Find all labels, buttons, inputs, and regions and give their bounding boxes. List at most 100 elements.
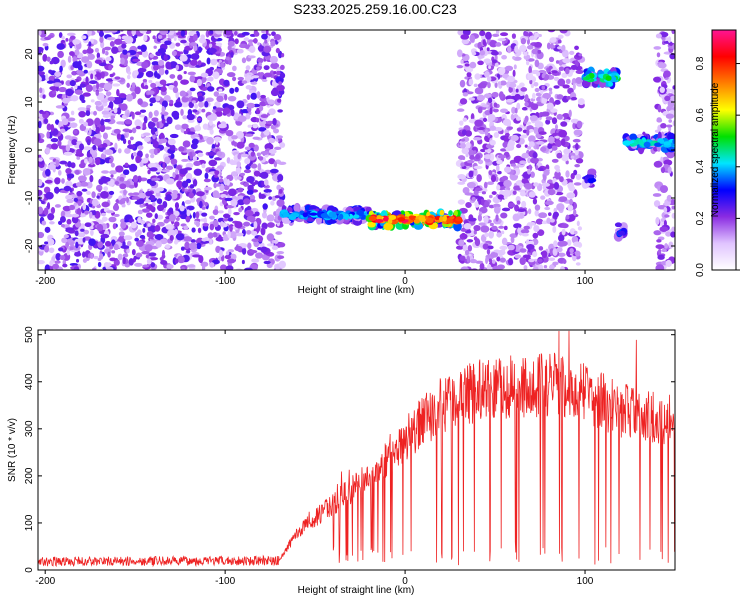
noise-cell	[137, 209, 143, 215]
noise-cell	[237, 199, 246, 206]
noise-cell	[656, 118, 663, 123]
spectrogram-y-label: Frequency (Hz)	[7, 116, 18, 185]
noise-cell	[574, 45, 579, 51]
signal-cell	[608, 81, 613, 87]
noise-cell	[263, 45, 272, 53]
noise-cell	[457, 181, 466, 185]
noise-cell	[38, 231, 45, 239]
noise-cell	[525, 60, 530, 66]
x-tick-label: 0	[402, 276, 408, 287]
noise-cell	[103, 107, 112, 111]
y-tick-label: -10	[24, 190, 35, 205]
noise-cell	[266, 222, 275, 228]
noise-cell	[136, 240, 144, 247]
noise-cell	[476, 94, 485, 101]
noise-cell	[281, 52, 285, 58]
noise-cell	[192, 109, 198, 113]
noise-cell	[552, 261, 559, 266]
noise-cell	[658, 248, 662, 254]
noise-cell	[570, 96, 578, 101]
noise-cell	[66, 173, 75, 179]
noise-cell	[230, 109, 235, 117]
noise-cell	[124, 119, 133, 125]
noise-cell	[125, 196, 130, 204]
noise-cell	[198, 101, 204, 108]
noise-cell	[514, 45, 519, 54]
noise-cell	[466, 239, 474, 243]
noise-cell	[529, 221, 536, 226]
noise-cell	[212, 71, 220, 80]
noise-cell	[195, 50, 200, 55]
y-tick-label: 300	[24, 420, 35, 437]
noise-cell	[225, 265, 234, 270]
noise-cell	[191, 100, 196, 104]
noise-cell	[139, 30, 148, 34]
noise-cell	[122, 128, 131, 133]
noise-cell	[527, 145, 532, 150]
noise-cell	[578, 53, 583, 57]
noise-cell	[521, 106, 528, 111]
noise-cell	[554, 99, 561, 105]
noise-cell	[86, 60, 93, 69]
noise-cell	[124, 219, 129, 223]
noise-cell	[138, 192, 146, 199]
noise-cell	[177, 74, 183, 81]
noise-cell	[537, 258, 543, 263]
noise-cell	[150, 262, 156, 268]
noise-cell	[171, 110, 180, 119]
noise-cell	[502, 118, 512, 126]
noise-cell	[88, 80, 98, 85]
noise-cell	[236, 176, 242, 180]
noise-cell	[244, 73, 248, 78]
noise-cell	[519, 212, 524, 219]
signal-core-cell	[617, 230, 626, 236]
signal-cell	[629, 133, 638, 141]
noise-cell	[61, 35, 65, 40]
noise-cell	[653, 230, 662, 236]
noise-cell	[510, 113, 515, 121]
noise-cell	[163, 94, 171, 103]
noise-cell	[153, 148, 158, 156]
noise-cell	[38, 259, 45, 265]
noise-cell	[524, 94, 529, 102]
noise-cell	[55, 119, 60, 125]
noise-cell	[558, 59, 563, 66]
noise-cell	[486, 264, 492, 270]
snr-panel: -200 -100 0 100 0 100 200 300 400 500 Height of …	[7, 326, 676, 596]
noise-cell	[263, 260, 271, 265]
noise-cell	[227, 230, 231, 239]
noise-cell	[462, 244, 467, 252]
noise-cell	[226, 258, 236, 264]
noise-cell	[152, 218, 156, 223]
noise-cell	[521, 152, 529, 159]
noise-cell	[464, 63, 470, 67]
noise-cell	[124, 36, 134, 44]
noise-cell	[479, 50, 486, 56]
noise-cell	[147, 121, 156, 128]
noise-cell	[528, 141, 535, 148]
noise-cell	[201, 163, 206, 169]
noise-cell	[517, 189, 527, 193]
noise-cell	[553, 240, 558, 248]
noise-cell	[557, 252, 566, 257]
noise-cell	[181, 180, 189, 188]
noise-cell	[267, 137, 276, 144]
snr-line	[38, 330, 675, 568]
noise-cell	[122, 169, 130, 176]
noise-cell	[562, 84, 570, 89]
noise-cell	[527, 168, 531, 175]
noise-cell	[537, 229, 545, 237]
noise-cell	[74, 170, 80, 175]
noise-cell	[73, 197, 79, 203]
noise-cell	[655, 217, 660, 225]
noise-cell	[142, 50, 149, 58]
noise-cell	[164, 40, 172, 46]
noise-cell	[49, 86, 57, 91]
noise-cell	[189, 152, 193, 160]
noise-cell	[170, 158, 178, 165]
noise-cell	[487, 82, 491, 89]
noise-cell	[89, 211, 93, 219]
noise-cell	[547, 188, 556, 196]
noise-cell	[665, 113, 674, 119]
noise-cell	[535, 92, 542, 97]
